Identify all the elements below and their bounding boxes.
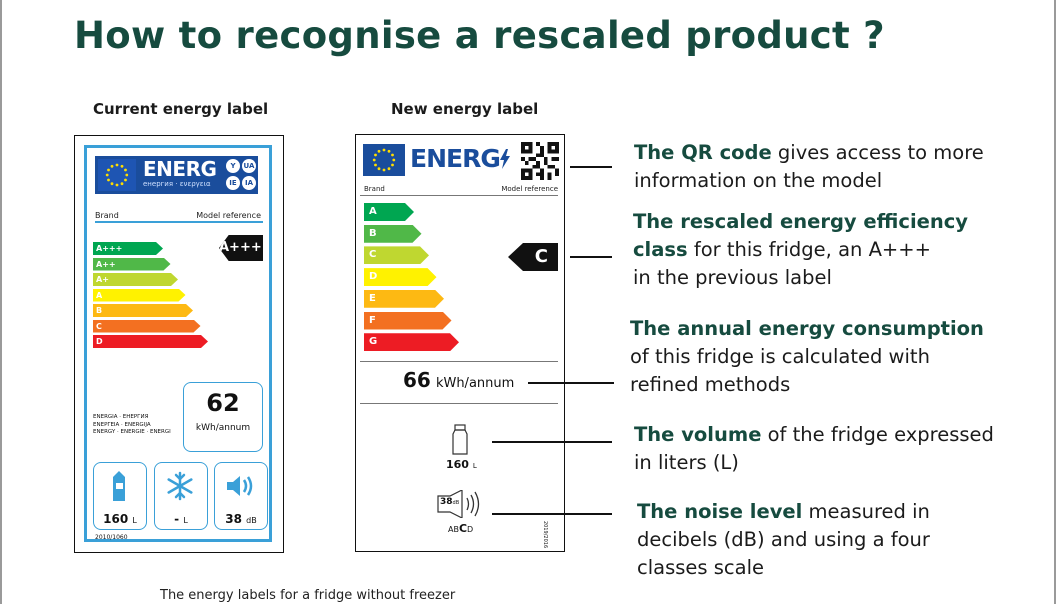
class-bar-b: B — [93, 304, 193, 317]
divider — [360, 195, 558, 196]
new-rated-class-arrow: C — [508, 243, 558, 271]
energia-line: ENERGIA · ЕНЕРГИЯ — [93, 414, 149, 420]
page-title: How to recognise a rescaled product ? — [74, 14, 885, 57]
consumption-value: 62 — [206, 389, 240, 417]
consumption-unit: kWh/annum — [195, 423, 251, 433]
volume-value: 160 L — [103, 512, 137, 526]
energ-logo-text: ENERG — [410, 144, 510, 173]
consumption-text: 66 kWh/annum — [403, 368, 514, 392]
consumption-explanation: The annual energy consumption of this fr… — [630, 317, 984, 396]
speaker-icon — [437, 490, 480, 518]
language-badge: UA — [242, 159, 256, 173]
consumption-value: 66 — [403, 368, 431, 392]
language-badge: Y — [226, 159, 240, 173]
class-bar-d: D — [93, 335, 208, 348]
connector-line — [570, 256, 612, 258]
class-bar-a: A — [364, 203, 414, 221]
eu-flag-icon — [98, 159, 136, 191]
model-reference-text: Model reference — [501, 185, 558, 193]
class-bar-aplusplus: A++ — [93, 258, 171, 271]
energia-multilingual-text: ENERGIA · ЕНЕРГИЯ ΕΝΕΡΓΕΙΑ · ENERGIJA EN… — [93, 414, 171, 437]
class-bar-a: A — [93, 289, 186, 302]
connector-line — [528, 382, 614, 384]
class-bar-d: D — [364, 268, 437, 286]
speaker-icon — [227, 476, 253, 496]
freezer-box: - L — [154, 462, 208, 530]
milk-carton-icon — [113, 471, 125, 501]
divider — [95, 221, 263, 223]
connector-line — [492, 441, 612, 443]
consumption-box: 62 kWh/annum — [183, 382, 263, 452]
energ-logo-text: ENERG — [143, 157, 217, 181]
current-rated-class-arrow: A+++ — [219, 235, 263, 261]
class-bar-c: C — [364, 246, 429, 264]
noise-box: 38 dB — [214, 462, 268, 530]
language-badge: IE — [226, 176, 240, 190]
qr-code-icon — [521, 142, 559, 180]
consumption-unit: kWh/annum — [435, 376, 515, 391]
class-bar-b: B — [364, 225, 422, 243]
language-badge: IA — [242, 176, 256, 190]
class-bar-f: F — [364, 312, 452, 330]
new-label-heading: New energy label — [391, 100, 539, 118]
energia-line: ΕΝΕΡΓΕΙΑ · ENERGIJA — [93, 421, 151, 428]
eu-flag-icon — [363, 144, 405, 176]
class-bar-aplus: A+ — [93, 273, 178, 286]
current-label-header: ENERG енергия · ενεργεια Y UA IE IA — [95, 156, 258, 194]
regulation-number: 2019/2016 — [542, 521, 548, 549]
bottle-icon — [452, 424, 468, 455]
class-bar-e: E — [364, 290, 444, 308]
figure-caption: The energy labels for a fridge without f… — [160, 588, 456, 603]
qr-code-explanation: The QR code gives access to more informa… — [634, 141, 984, 192]
noise-value: 38 dB — [225, 512, 257, 526]
current-energy-label: ENERG енергия · ενεργεια Y UA IE IA Bran… — [74, 135, 284, 553]
current-label-inner: ENERG енергия · ενεργεια Y UA IE IA Bran… — [84, 145, 272, 542]
volume-box: 160 L — [93, 462, 147, 530]
connector-line — [570, 166, 612, 168]
model-reference-text: Model reference — [196, 211, 261, 220]
lightning-icon — [499, 149, 510, 169]
efficiency-class-explanation: The rescaled energy efficiency class for… — [633, 210, 969, 289]
freezer-value: - L — [174, 512, 188, 526]
snowflake-icon — [167, 471, 193, 501]
noise-class-scale: ABCD — [448, 522, 474, 535]
energia-line: ENERGY · ENERGIE · ENERGI — [93, 429, 171, 435]
energ-logo-subtext: енергия · ενεργεια — [143, 180, 211, 188]
volume-explanation: The volume of the fridge expressed in li… — [634, 423, 994, 474]
class-bar-c: C — [93, 320, 201, 333]
noise-explanation: The noise level measured in decibels (dB… — [637, 500, 930, 579]
regulation-number: 2010/1060 — [95, 534, 128, 541]
divider — [360, 361, 558, 362]
noise-value: 38dB — [440, 497, 460, 507]
connector-line — [492, 513, 612, 515]
class-bar-g: G — [364, 333, 459, 351]
divider — [360, 403, 558, 404]
class-bar-aplusplusplus: A+++ — [93, 242, 163, 255]
brand-text: Brand — [364, 185, 385, 193]
brand-text: Brand — [95, 211, 119, 220]
current-label-heading: Current energy label — [93, 100, 269, 118]
volume-value: 160 L — [446, 458, 477, 471]
